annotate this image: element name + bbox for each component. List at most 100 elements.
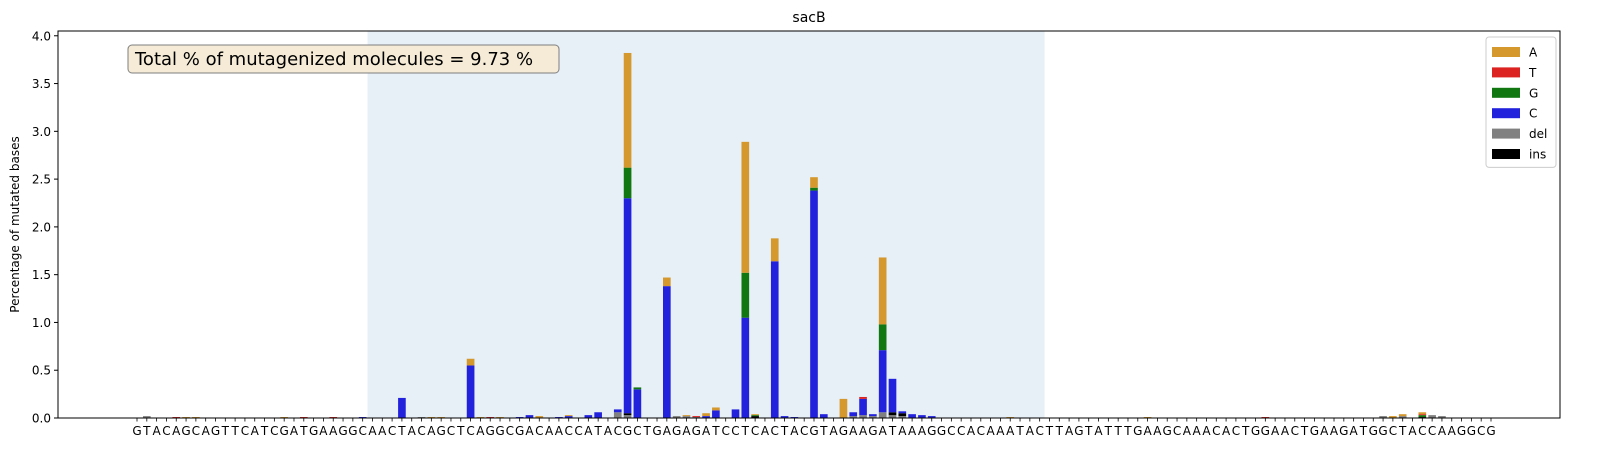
legend-label-ins: ins bbox=[1529, 148, 1546, 162]
x-tick-label-101: T bbox=[1123, 424, 1132, 438]
x-tick-label-8: G bbox=[211, 424, 220, 438]
bar-C-76 bbox=[878, 350, 887, 413]
x-tick-label-117: A bbox=[1281, 424, 1290, 438]
x-tick-label-120: G bbox=[1310, 424, 1319, 438]
x-tick-label-50: G bbox=[623, 424, 632, 438]
x-tick-label-110: C bbox=[1212, 424, 1220, 438]
bar-C-62 bbox=[741, 317, 750, 418]
x-tick-label-70: T bbox=[819, 424, 828, 438]
x-tick-label-137: C bbox=[1477, 424, 1485, 438]
bar-ins-77 bbox=[888, 412, 897, 416]
bar-C-69 bbox=[810, 190, 818, 418]
bar-del-73 bbox=[849, 416, 858, 418]
x-tick-label-35: A bbox=[476, 424, 485, 438]
x-tick-label-21: G bbox=[338, 424, 347, 438]
x-tick-label-132: C bbox=[1428, 424, 1436, 438]
x-tick-label-48: A bbox=[604, 424, 613, 438]
bar-C-51 bbox=[633, 389, 642, 418]
bar-del-129 bbox=[1398, 416, 1407, 418]
legend-swatch-T bbox=[1492, 67, 1520, 78]
x-tick-label-47: T bbox=[593, 424, 602, 438]
x-tick-label-118: C bbox=[1291, 424, 1299, 438]
y-tick-label-5: 2.5 bbox=[32, 173, 51, 187]
x-tick-label-52: T bbox=[643, 424, 652, 438]
bar-G-69 bbox=[810, 187, 818, 191]
bar-A-128 bbox=[1389, 416, 1397, 418]
bar-C-58 bbox=[702, 416, 710, 418]
x-tick-label-36: G bbox=[486, 424, 495, 438]
x-tick-label-75: G bbox=[868, 424, 877, 438]
x-tick-label-45: C bbox=[574, 424, 582, 438]
x-tick-label-114: G bbox=[1251, 424, 1260, 438]
chart-title: sacB bbox=[792, 10, 825, 26]
x-tick-label-6: C bbox=[192, 424, 200, 438]
legend-label-G: G bbox=[1529, 86, 1538, 100]
x-tick-label-4: A bbox=[172, 424, 181, 438]
bar-A-59 bbox=[712, 407, 720, 411]
x-tick-label-28: A bbox=[408, 424, 417, 438]
x-tick-label-104: A bbox=[1153, 424, 1162, 438]
x-tick-label-55: G bbox=[672, 424, 681, 438]
x-tick-label-123: G bbox=[1339, 424, 1348, 438]
bar-A-44 bbox=[564, 415, 573, 417]
x-tick-label-68: C bbox=[800, 424, 808, 438]
bar-C-77 bbox=[888, 378, 897, 413]
x-tick-label-80: A bbox=[918, 424, 927, 438]
bar-C-66 bbox=[780, 416, 789, 418]
x-tick-label-130: A bbox=[1408, 424, 1417, 438]
legend-swatch-C bbox=[1492, 108, 1520, 119]
x-tick-label-78: A bbox=[898, 424, 907, 438]
x-tick-label-103: A bbox=[1143, 424, 1152, 438]
annotation-box-background bbox=[127, 44, 560, 74]
bar-G-76 bbox=[878, 324, 887, 351]
x-tick-label-18: G bbox=[309, 424, 318, 438]
x-tick-label-15: G bbox=[280, 424, 289, 438]
x-tick-label-79: A bbox=[908, 424, 917, 438]
bar-del-1 bbox=[142, 416, 151, 418]
bar-A-54 bbox=[663, 277, 671, 287]
x-tick-label-67: A bbox=[790, 424, 799, 438]
x-tick-label-26: C bbox=[388, 424, 396, 438]
bar-G-51 bbox=[633, 387, 642, 390]
y-tick-label-0: 0.0 bbox=[32, 412, 51, 426]
bar-del-74 bbox=[859, 415, 867, 418]
bar-C-46 bbox=[584, 415, 593, 418]
bar-C-54 bbox=[663, 286, 671, 418]
bar-C-49 bbox=[613, 409, 622, 413]
x-tick-label-91: A bbox=[1026, 424, 1035, 438]
x-tick-label-12: A bbox=[251, 424, 260, 438]
plot-frame bbox=[57, 30, 1561, 419]
x-tick-label-69: G bbox=[809, 424, 818, 438]
x-tick-label-119: T bbox=[1300, 424, 1309, 438]
annotation-box: Total % of mutagenized molecules = 9.73 … bbox=[127, 44, 560, 74]
bar-G-50 bbox=[623, 167, 632, 199]
x-tick-label-122: A bbox=[1330, 424, 1339, 438]
bar-del-75 bbox=[869, 416, 877, 418]
x-tick-label-43: A bbox=[555, 424, 564, 438]
bar-C-50 bbox=[623, 198, 632, 414]
bar-T-74 bbox=[859, 396, 867, 399]
x-tick-label-99: T bbox=[1104, 424, 1113, 438]
x-tick-label-41: C bbox=[535, 424, 543, 438]
highlight-region bbox=[367, 31, 1045, 418]
x-tick-label-63: C bbox=[751, 424, 759, 438]
x-tick-label-102: G bbox=[1133, 424, 1142, 438]
x-tick-label-29: C bbox=[417, 424, 425, 438]
bar-C-79 bbox=[908, 414, 916, 418]
x-tick-label-65: C bbox=[771, 424, 779, 438]
x-tick-label-129: T bbox=[1398, 424, 1407, 438]
y-tick-label-4: 2.0 bbox=[32, 220, 51, 234]
x-tick-label-124: A bbox=[1350, 424, 1359, 438]
x-tick-label-25: A bbox=[378, 424, 387, 438]
bar-C-78 bbox=[898, 411, 907, 414]
x-tick-label-66: T bbox=[780, 424, 789, 438]
x-tick-label-42: A bbox=[545, 424, 554, 438]
bar-del-55 bbox=[672, 416, 681, 418]
x-tick-label-46: A bbox=[584, 424, 593, 438]
x-tick-label-95: A bbox=[1065, 424, 1074, 438]
x-tick-label-84: C bbox=[957, 424, 965, 438]
x-tick-label-64: A bbox=[761, 424, 770, 438]
bar-C-74 bbox=[859, 398, 867, 416]
